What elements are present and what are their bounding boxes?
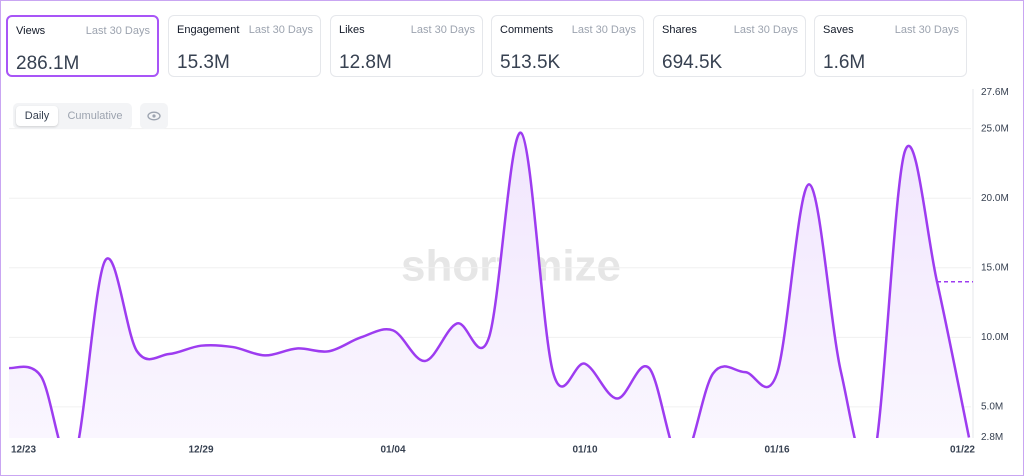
y-tick-label: 20.0M — [981, 193, 1009, 204]
y-tick-label: 25.0M — [981, 123, 1009, 134]
y-tick-label: 27.6M — [981, 87, 1009, 98]
card-label: Views — [16, 25, 46, 37]
card-label: Shares — [662, 24, 697, 36]
card-label: Comments — [500, 24, 554, 36]
x-tick-label: 01/04 — [380, 445, 405, 456]
card-value: 1.6M — [823, 52, 866, 73]
card-period: Last 30 Days — [248, 24, 313, 36]
y-tick-label: 10.0M — [981, 332, 1009, 343]
card-value: 286.1M — [16, 53, 80, 74]
y-tick-label: 15.0M — [981, 262, 1009, 273]
card-period: Last 30 Days — [571, 24, 636, 36]
metric-card[interactable]: Likes Last 30 Days 12.8M — [330, 15, 483, 77]
x-tick-label: 12/23 — [11, 445, 36, 456]
eye-icon — [147, 111, 161, 121]
card-label: Saves — [823, 24, 854, 36]
y-tick-label: 5.0M — [981, 402, 1003, 413]
card-value: 513.5K — [500, 52, 561, 73]
area — [9, 132, 969, 438]
line — [9, 131, 971, 438]
visibility-button[interactable] — [140, 103, 168, 129]
x-tick-label: 01/16 — [764, 445, 789, 456]
card-period: Last 30 Days — [733, 24, 798, 36]
daily-button[interactable]: Daily — [16, 106, 58, 126]
metric-card[interactable]: Saves Last 30 Days 1.6M — [814, 15, 967, 77]
cumulative-button[interactable]: Cumulative — [67, 110, 123, 122]
card-period: Last 30 Days — [410, 24, 475, 36]
metric-card[interactable]: Shares Last 30 Days 694.5K — [653, 15, 806, 77]
metric-card[interactable]: Views Last 30 Days 286.1M — [6, 15, 159, 77]
metric-card[interactable]: Comments Last 30 Days 513.5K — [491, 15, 644, 77]
y-tick-label: 2.8M — [981, 432, 1003, 443]
metric-card[interactable]: Engagement Last 30 Days 15.3M — [168, 15, 321, 77]
x-tick-label: 01/22 — [950, 445, 975, 456]
card-value: 12.8M — [339, 52, 392, 73]
card-value: 15.3M — [177, 52, 230, 73]
view-toggle: Daily Cumulative — [13, 103, 132, 129]
card-label: Engagement — [177, 24, 240, 36]
x-tick-label: 12/29 — [188, 445, 213, 456]
x-tick-label: 01/10 — [572, 445, 597, 456]
card-period: Last 30 Days — [894, 24, 959, 36]
card-value: 694.5K — [662, 52, 723, 73]
card-label: Likes — [339, 24, 365, 36]
card-period: Last 30 Days — [85, 25, 150, 37]
